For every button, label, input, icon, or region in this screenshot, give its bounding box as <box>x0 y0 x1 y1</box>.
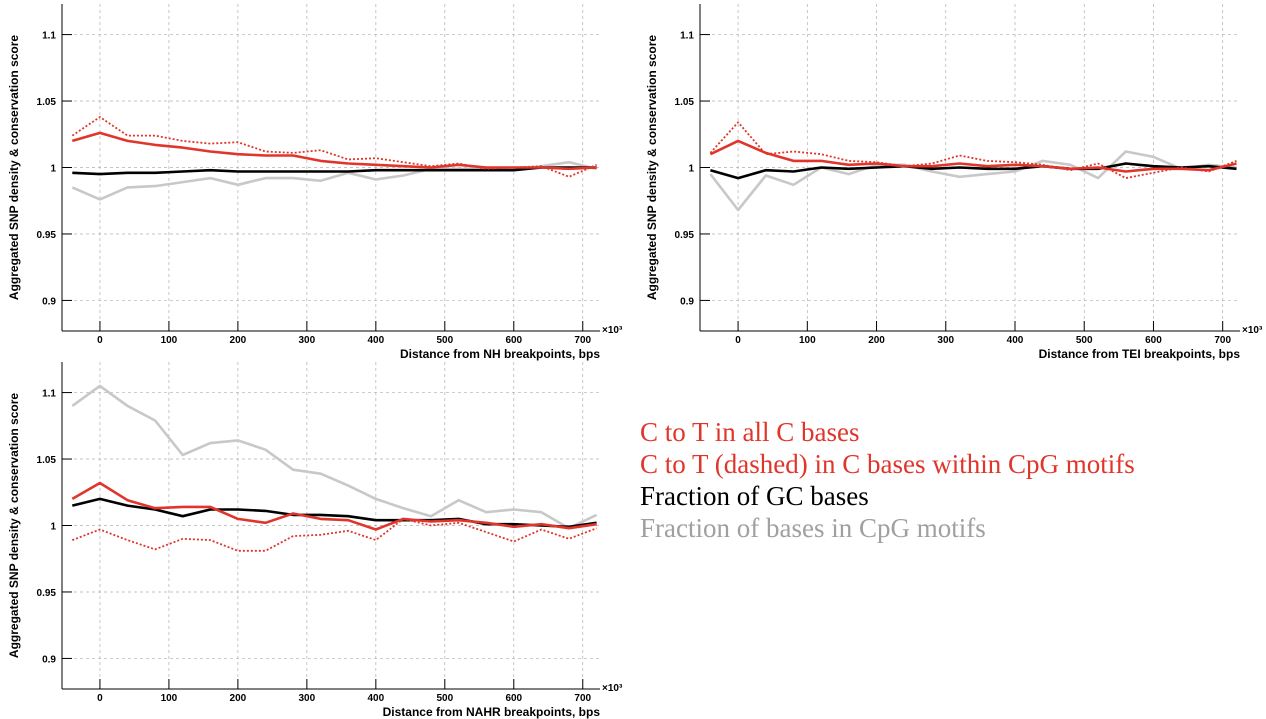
y-tick-label: 1 <box>50 164 56 175</box>
y-tick-label: 1 <box>50 522 56 533</box>
x-tick-label: 300 <box>937 335 954 346</box>
x-multiplier: ×10³ <box>602 683 623 694</box>
legend-entry: C to T in all C bases <box>640 417 860 447</box>
x-tick-label: 700 <box>574 335 591 346</box>
x-tick-label: 700 <box>1214 335 1231 346</box>
x-tick-label: 200 <box>230 693 247 704</box>
y-tick-label: 0.95 <box>37 588 57 599</box>
x-tick-label: 500 <box>436 335 453 346</box>
chart: 0.9 0.95 1 1.05 1.1 0 100 200 300 400 500 600 700 Agg… <box>7 362 623 719</box>
y-tick-label: 1.1 <box>42 31 56 42</box>
series-line <box>71 497 597 529</box>
x-tick-label: 300 <box>299 335 316 346</box>
x-tick-label: 0 <box>735 335 741 346</box>
x-tick-label: 600 <box>1145 335 1162 346</box>
series-line <box>709 139 1237 173</box>
x-tick-label: 600 <box>505 693 522 704</box>
y-tick-label: 0.9 <box>42 654 56 665</box>
x-tick-label: 0 <box>97 693 103 704</box>
x-tick-label: 300 <box>299 693 316 704</box>
y-tick-label: 0.9 <box>680 296 694 307</box>
x-tick-label: 200 <box>868 335 885 346</box>
y-tick-label: 1.05 <box>37 455 57 466</box>
x-tick-label: 0 <box>97 335 103 346</box>
y-tick-label: 1 <box>688 164 694 175</box>
x-axis-label: Distance from NAHR breakpoints, bps <box>383 705 601 719</box>
series-line <box>710 162 1237 180</box>
x-tick-label: 100 <box>161 693 178 704</box>
x-tick-label: 100 <box>799 335 816 346</box>
x-multiplier: ×10³ <box>1242 325 1263 336</box>
x-tick-label: 200 <box>230 335 247 346</box>
series-line <box>72 166 597 176</box>
x-tick-label: 700 <box>574 693 591 704</box>
y-tick-label: 0.95 <box>37 230 57 241</box>
x-axis-label: Distance from NH breakpoints, bps <box>400 347 600 361</box>
y-axis-label: Aggregated SNP density & conservation sc… <box>7 35 21 301</box>
y-axis-label: Aggregated SNP density & conservation sc… <box>7 393 21 659</box>
series-line <box>71 384 598 530</box>
x-tick-label: 400 <box>367 693 384 704</box>
series-line <box>709 150 1237 212</box>
chart: 0.9 0.95 1 1.05 1.1 0 100 200 300 400 500 600 700 Agg… <box>7 4 623 361</box>
legend-entry: C to T (dashed) in C bases within CpG mo… <box>640 449 1135 479</box>
y-tick-label: 1.05 <box>37 97 57 108</box>
x-tick-label: 400 <box>1007 335 1024 346</box>
y-axis-label: Aggregated SNP density & conservation sc… <box>645 35 659 301</box>
series-line <box>71 131 597 171</box>
x-axis-label: Distance from TEI breakpoints, bps <box>1039 347 1241 361</box>
y-tick-label: 0.95 <box>675 230 695 241</box>
y-tick-label: 1.1 <box>680 31 694 42</box>
y-tick-label: 0.9 <box>42 296 56 307</box>
y-tick-label: 1.1 <box>42 389 56 400</box>
legend-entry: Fraction of bases in CpG motifs <box>640 513 986 543</box>
x-multiplier: ×10³ <box>602 325 623 336</box>
x-tick-label: 400 <box>367 335 384 346</box>
y-tick-label: 1.05 <box>675 97 695 108</box>
x-tick-label: 500 <box>1076 335 1093 346</box>
series-line <box>71 518 597 552</box>
x-tick-label: 100 <box>161 335 178 346</box>
legend-entry: Fraction of GC bases <box>640 481 869 511</box>
x-tick-label: 500 <box>436 693 453 704</box>
series-line <box>71 481 597 531</box>
chart: 0.9 0.95 1 1.05 1.1 0 100 200 300 400 500 600 700 Agg… <box>645 4 1263 361</box>
x-tick-label: 600 <box>505 335 522 346</box>
